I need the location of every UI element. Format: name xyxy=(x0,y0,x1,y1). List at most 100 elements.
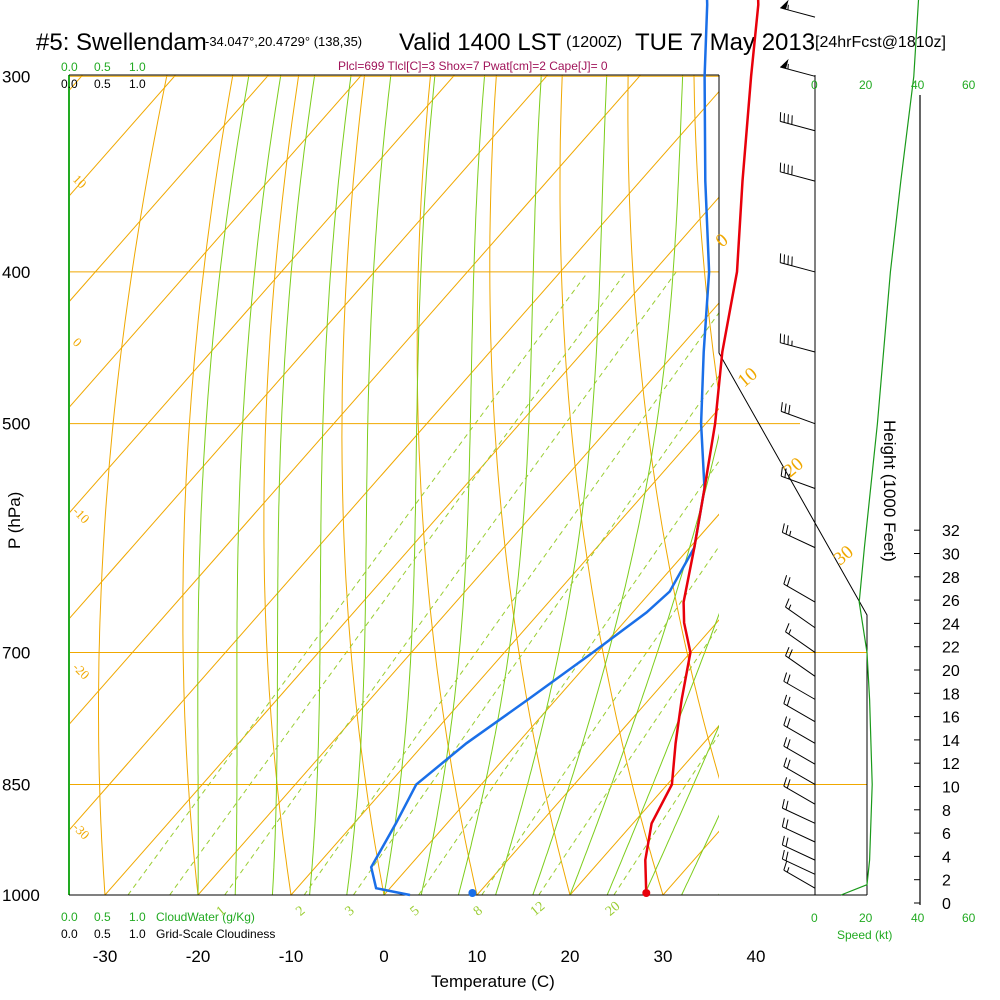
moist-adiabat-line xyxy=(271,75,316,895)
wind-barb-shaft xyxy=(780,171,816,182)
wind-barb-shaft xyxy=(783,766,816,785)
moist-adiabat-line xyxy=(569,433,719,895)
dry-adiabat-line xyxy=(559,75,664,895)
wind-barb-shaft xyxy=(785,655,816,677)
isotherm-line xyxy=(104,196,719,895)
temperature-tick-label: 10 xyxy=(468,947,487,966)
wind-speed-profile xyxy=(840,0,920,896)
mixing-ratio-label: 12 xyxy=(528,899,548,919)
wind-barb-halfflag xyxy=(788,629,792,635)
wind-barb-flag xyxy=(786,739,791,749)
wind-barb-shaft xyxy=(783,745,816,765)
cloudiness-top-2: 1.0 xyxy=(129,77,146,91)
dry-adiabat-line xyxy=(98,75,168,895)
height-tick-label: 26 xyxy=(942,593,960,610)
isotherm-lines xyxy=(69,75,719,895)
height-tick-label: 32 xyxy=(942,523,960,540)
wind-barb-halfflag xyxy=(789,530,792,536)
pressure-tick-label: 400 xyxy=(2,263,30,282)
height-tick-label: 2 xyxy=(942,873,951,890)
mixing-ratio-line xyxy=(418,460,719,895)
dewpoint-series-line xyxy=(369,0,711,897)
wind-barb-flag xyxy=(785,598,790,608)
cloudwater-scale-top: 0.0 0.5 1.0 0.0 0.5 1.0 xyxy=(61,60,146,91)
isotherm-line xyxy=(569,724,719,895)
zulu-time: (1200Z) xyxy=(566,34,622,51)
temperature-tick-label: 0 xyxy=(379,947,388,966)
cloudwater-top-2: 1.0 xyxy=(129,60,146,74)
speed-top-2: 40 xyxy=(911,78,925,92)
wind-barb-flag xyxy=(785,525,789,535)
cloudwater-bottom-0: 0.0 xyxy=(61,910,78,924)
isotherm-label-right: 0 xyxy=(712,230,733,252)
wind-barbs xyxy=(779,0,816,889)
wind-barb-flag xyxy=(788,649,793,659)
moist-adiabat-line xyxy=(606,612,719,895)
wind-barb-flag xyxy=(784,403,787,413)
moist-adiabat-line xyxy=(457,75,542,895)
height-tick-label: 30 xyxy=(942,547,960,564)
wind-barb-flag xyxy=(785,851,789,861)
wind-barb-pennant xyxy=(780,0,789,10)
wind-barb-flag xyxy=(786,759,791,769)
isotherm-line xyxy=(69,75,363,409)
wind-barb-flag xyxy=(783,672,788,682)
wind-barb-flag xyxy=(788,404,791,415)
wind-barb-flag xyxy=(781,849,785,860)
wind-barb-flag xyxy=(780,466,783,477)
cloudwater-label: CloudWater (g/Kg) xyxy=(156,910,255,924)
wind-speed-scale-top: 0 20 40 60 xyxy=(811,78,976,92)
wind-barb-flag xyxy=(780,402,783,412)
wind-barb xyxy=(779,112,816,132)
moist-adiabat-line xyxy=(420,75,486,895)
wind-barb-flag xyxy=(783,757,788,767)
isotherm-line xyxy=(69,75,642,726)
wind-barb-shaft xyxy=(783,785,816,805)
moist-adiabat-line xyxy=(346,75,392,895)
height-tick-label: 14 xyxy=(942,733,960,750)
wind-barb-flag xyxy=(786,779,791,789)
cloudiness-top-0: 0.0 xyxy=(61,77,78,91)
wind-barb xyxy=(779,253,816,273)
moist-adiabat-line xyxy=(309,75,352,895)
pressure-tick-label: 850 xyxy=(2,775,30,794)
wind-barb-shaft xyxy=(785,606,816,629)
wind-barb-shaft xyxy=(782,826,816,843)
pressure-tick-label: 700 xyxy=(2,643,30,662)
wind-barb-flag xyxy=(785,837,789,847)
height-tick-label: 16 xyxy=(942,710,960,727)
height-tick-label: 20 xyxy=(942,663,960,680)
mixing-ratio-label: 8 xyxy=(471,903,486,919)
cloudwater-bottom-1: 0.5 xyxy=(94,910,111,924)
height-tick-label: 18 xyxy=(942,686,960,703)
cloudwater-top-0: 0.0 xyxy=(61,60,78,74)
wind-barb-flag xyxy=(783,575,788,585)
isotherm-label-right: 10 xyxy=(734,364,762,392)
dry-adiabat-line xyxy=(489,75,571,895)
moist-adiabat-line xyxy=(643,724,719,895)
height-axis-label: Height (1000 Feet) xyxy=(880,420,899,562)
wind-barb-flag xyxy=(786,577,791,587)
wind-barb xyxy=(780,58,816,77)
temperature-tick-label: 30 xyxy=(654,947,673,966)
moist-adiabat-line xyxy=(495,75,608,895)
cloudiness-top-1: 0.5 xyxy=(94,77,111,91)
wind-barb-flag xyxy=(781,523,785,533)
speed-label: Speed (kt) xyxy=(837,928,892,942)
pressure-tick-label: 300 xyxy=(2,67,30,86)
isotherm-line xyxy=(69,75,177,197)
height-tick-label: 10 xyxy=(942,780,960,797)
height-tick-label: 8 xyxy=(942,803,951,820)
cloudwater-bottom-2: 1.0 xyxy=(129,910,146,924)
wind-barb xyxy=(781,817,816,843)
forecast-date: TUE 7 May 2013 xyxy=(635,29,815,56)
isotherm-label-left: 10 xyxy=(70,172,90,192)
wind-barb-flag xyxy=(786,674,791,684)
wind-barb xyxy=(781,849,816,875)
isotherm-line xyxy=(69,90,719,831)
surface-temperature-point xyxy=(642,889,651,897)
wind-barb-flag xyxy=(783,737,788,747)
surface-dewpoint-point xyxy=(468,889,477,897)
